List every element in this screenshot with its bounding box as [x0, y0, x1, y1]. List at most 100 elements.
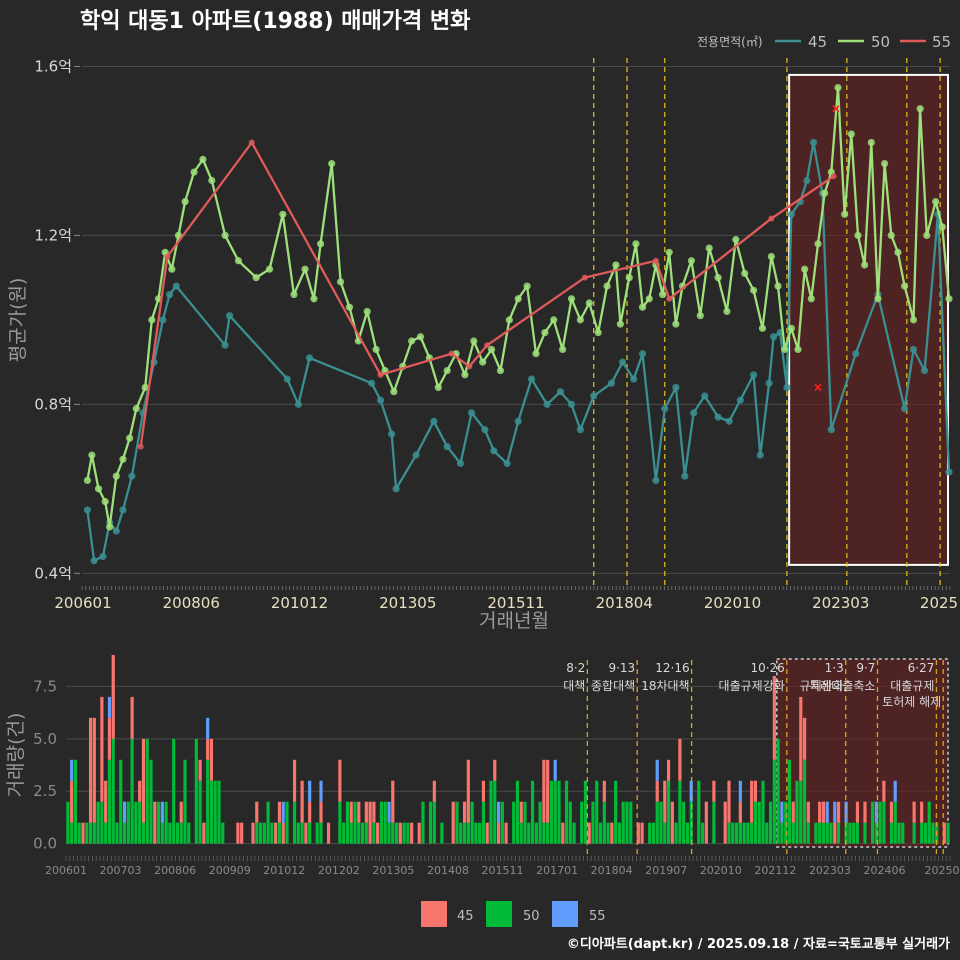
bar-50-3 — [77, 822, 81, 844]
point-50-103 — [923, 231, 931, 240]
price-x-tick-6: 202010 — [704, 594, 761, 612]
bar-50-219 — [893, 801, 897, 844]
point-45-61 — [852, 350, 860, 358]
point-45-40 — [652, 476, 660, 484]
bar-50-218 — [889, 822, 894, 844]
point-50-81 — [774, 282, 782, 290]
price-x-tick-5: 201804 — [596, 594, 653, 612]
point-50-47 — [496, 366, 505, 375]
point-50-105 — [938, 223, 946, 231]
bar-50-201 — [825, 822, 829, 844]
bar-45-105 — [462, 801, 467, 823]
point-45-24 — [456, 459, 465, 468]
bar-50-143 — [606, 822, 610, 844]
point-50-29 — [336, 278, 345, 286]
point-50-85 — [801, 265, 809, 273]
bar-45-151 — [636, 822, 640, 844]
bar-45-199 — [818, 801, 822, 823]
bar-50-10 — [104, 822, 108, 844]
bar-50-86 — [391, 822, 395, 844]
volume-x-tick-6: 201305 — [372, 864, 414, 877]
bar-55-57 — [281, 801, 285, 823]
bar-50-22 — [149, 759, 153, 844]
policy-date-4: 1·3 — [825, 661, 844, 675]
point-50-69 — [672, 320, 680, 328]
bar-45-23 — [153, 801, 157, 844]
bar-50-145 — [614, 780, 618, 844]
point-45-1 — [90, 557, 98, 565]
point-45-34 — [576, 426, 584, 434]
bar-45-200 — [821, 801, 826, 823]
point-50-1 — [88, 451, 96, 459]
bar-50-125 — [538, 801, 542, 844]
bar-50-1 — [70, 822, 74, 844]
bar-45-9 — [100, 696, 104, 802]
point-45-12 — [221, 341, 229, 349]
bar-45-79 — [364, 801, 368, 823]
bar-50-180 — [746, 822, 750, 844]
bar-50-38 — [209, 780, 214, 844]
bar-45-174 — [723, 801, 727, 844]
bar-45-204 — [836, 801, 841, 823]
bar-50-220 — [897, 822, 901, 844]
bar-45-80 — [368, 801, 372, 844]
point-50-38 — [416, 333, 425, 341]
point-50-61 — [616, 320, 624, 328]
bar-50-141 — [598, 822, 603, 844]
bar-45-187 — [772, 675, 776, 760]
policy-date-1: 9·13 — [608, 661, 635, 675]
bar-45-19 — [138, 780, 142, 802]
point-50-7 — [126, 434, 134, 442]
policy-label-0: 대책 — [563, 678, 585, 693]
bar-45-203 — [833, 822, 837, 844]
bar-50-94 — [421, 801, 425, 844]
bar-50-50 — [255, 822, 259, 844]
point-45-65 — [920, 366, 929, 375]
point-45-45 — [701, 392, 709, 400]
bar-45-216 — [882, 780, 886, 802]
volume-x-tick-13: 202112 — [754, 864, 796, 877]
point-45-39 — [638, 350, 647, 358]
point-50-99 — [894, 248, 902, 256]
bar-50-192 — [791, 822, 795, 844]
bar-50-177 — [734, 822, 739, 844]
point-45-22 — [430, 417, 438, 425]
bar-50-211 — [863, 822, 867, 844]
bar-50-25 — [160, 822, 164, 844]
bar-45-114 — [496, 822, 501, 844]
point-50-5 — [112, 472, 120, 480]
bar-50-18 — [134, 801, 138, 844]
point-45-54 — [783, 383, 791, 392]
bar-50-196 — [806, 822, 810, 844]
point-45-0 — [83, 506, 92, 514]
bar-50-64 — [308, 822, 312, 844]
bar-45-194 — [799, 696, 803, 781]
bar-50-30 — [179, 822, 183, 844]
bar-50-14 — [119, 759, 123, 844]
point-50-58 — [594, 328, 602, 337]
bar-50-146 — [617, 822, 622, 844]
point-50-20 — [234, 257, 243, 265]
bar-45-178 — [738, 801, 742, 823]
bar-50-199 — [818, 822, 822, 844]
bar-50-140 — [595, 780, 599, 844]
point-45-55 — [787, 210, 795, 218]
bar-50-54 — [270, 822, 274, 844]
bar-55-37 — [206, 717, 210, 739]
policy-label-1: 종합대책 — [591, 678, 635, 693]
point-50-50 — [523, 282, 531, 290]
volume-x-tick-0: 200601 — [45, 864, 87, 877]
bar-45-110 — [481, 780, 486, 802]
price-y-axis-label: 평균가(원) — [7, 278, 29, 363]
bar-45-159 — [666, 759, 671, 781]
bar-50-19 — [138, 801, 142, 844]
point-55-2 — [248, 139, 255, 146]
point-45-23 — [443, 443, 451, 451]
bar-45-126 — [542, 759, 546, 823]
bar-55-25 — [160, 801, 164, 823]
bar-50-96 — [428, 801, 433, 844]
point-50-35 — [390, 388, 398, 396]
point-50-43 — [461, 371, 469, 379]
bar-50-53 — [266, 801, 270, 844]
point-55-1 — [164, 253, 171, 260]
